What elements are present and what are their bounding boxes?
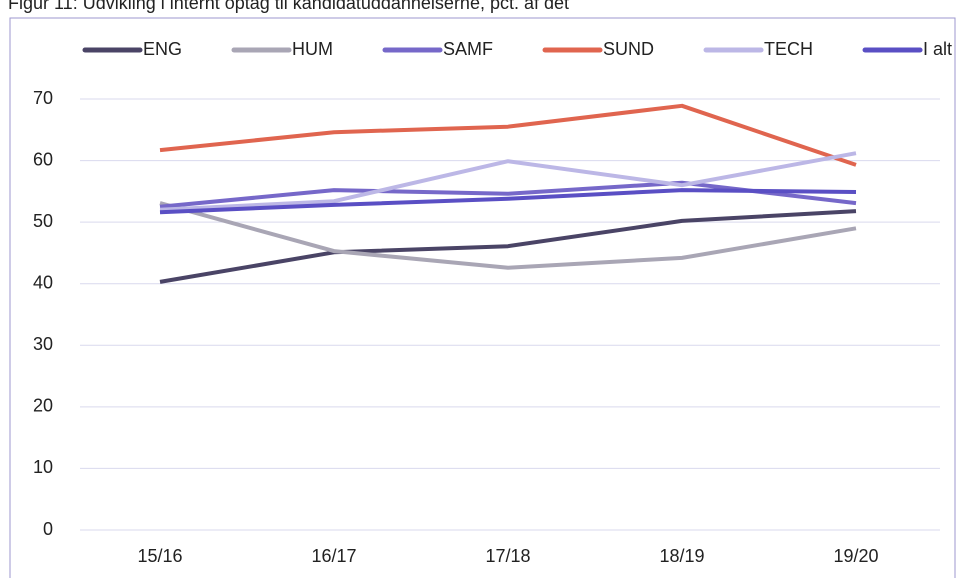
legend-label: TECH bbox=[764, 39, 813, 59]
series-line bbox=[159, 201, 857, 270]
y-tick-label: 0 bbox=[43, 519, 53, 539]
legend-label: SUND bbox=[603, 39, 654, 59]
legend-label: I alt bbox=[923, 39, 952, 59]
series-line bbox=[159, 151, 857, 212]
x-tick-label: 18/19 bbox=[659, 546, 704, 566]
y-tick-label: 20 bbox=[33, 396, 53, 416]
x-tick-label: 17/18 bbox=[485, 546, 530, 566]
x-tick-label: 15/16 bbox=[137, 546, 182, 566]
y-tick-label: 10 bbox=[33, 457, 53, 477]
legend-label: ENG bbox=[143, 39, 182, 59]
y-tick-label: 60 bbox=[33, 149, 53, 169]
y-tick-label: 40 bbox=[33, 272, 53, 292]
y-tick-label: 50 bbox=[33, 211, 53, 231]
series-line bbox=[159, 103, 857, 167]
series-line bbox=[159, 188, 857, 215]
y-tick-label: 70 bbox=[33, 88, 53, 108]
chart-title: Figur 11: Udvikling i internt optag til … bbox=[8, 0, 569, 13]
legend-label: SAMF bbox=[443, 39, 493, 59]
chart-frame bbox=[9, 17, 956, 578]
y-tick-label: 30 bbox=[33, 334, 53, 354]
x-tick-label: 16/17 bbox=[311, 546, 356, 566]
x-tick-label: 19/20 bbox=[833, 546, 878, 566]
legend-label: HUM bbox=[292, 39, 333, 59]
series-line bbox=[159, 209, 857, 284]
